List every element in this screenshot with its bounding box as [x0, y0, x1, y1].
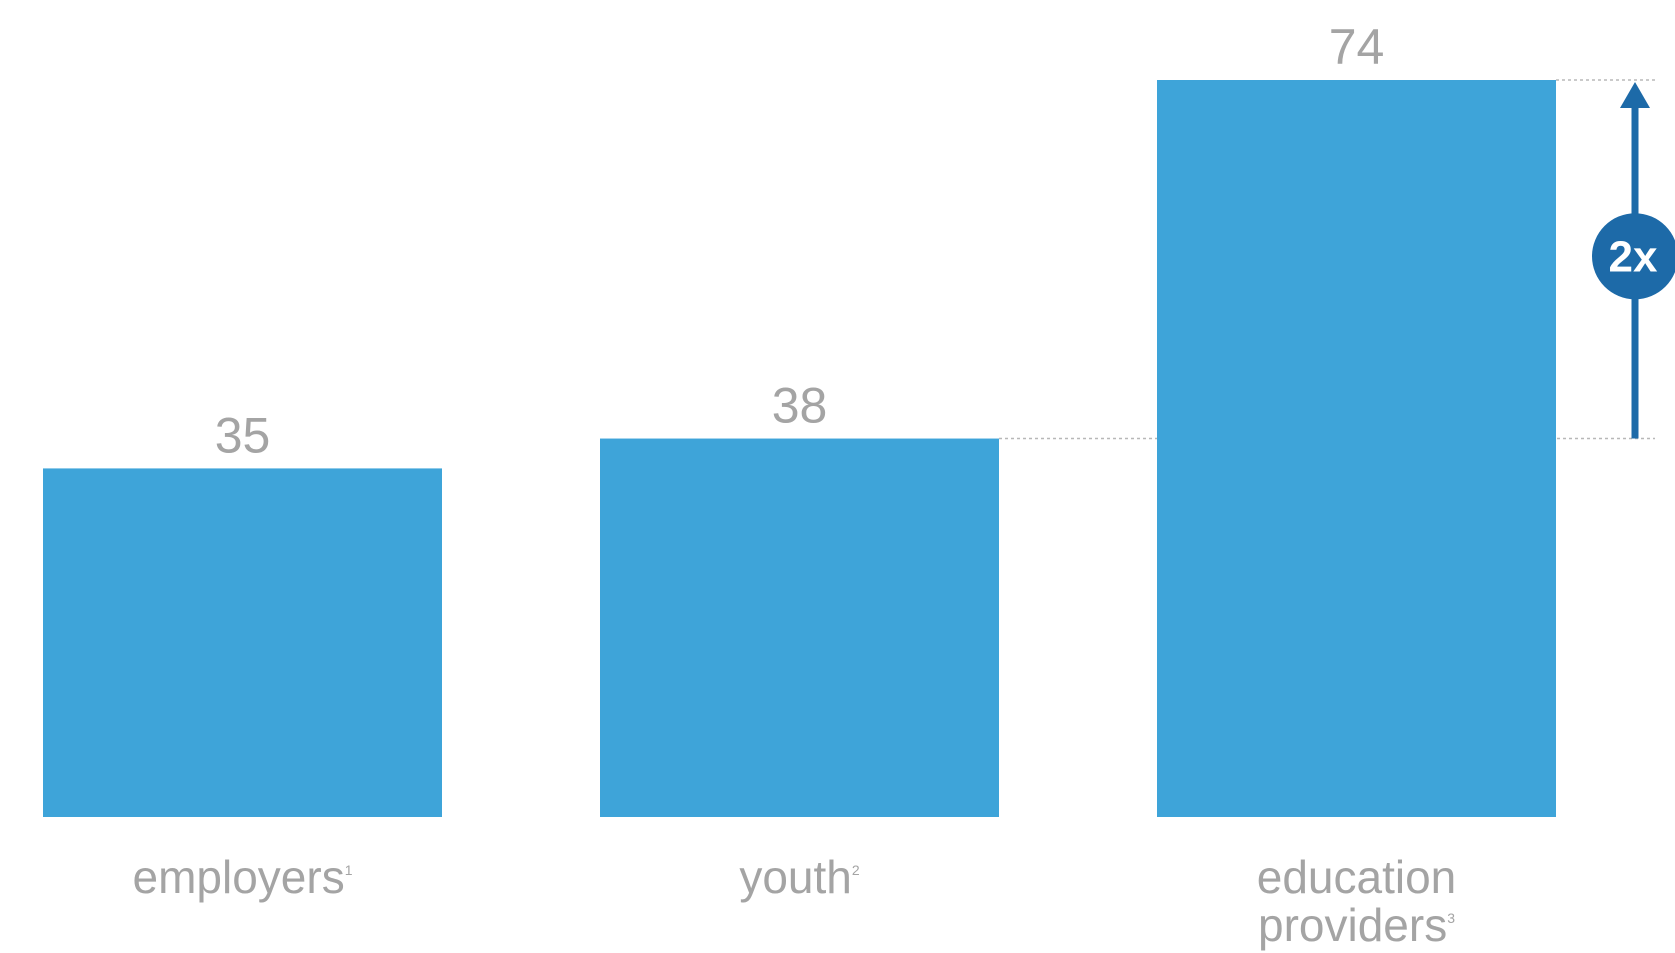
category-label-line: employers: [133, 851, 345, 903]
footnote-marker: 1: [345, 862, 353, 878]
value-label-employers: 35: [215, 407, 271, 463]
value-label-education-providers: 74: [1329, 19, 1385, 75]
footnote-marker: 2: [852, 862, 860, 878]
ratio-badge-label: 2x: [1609, 232, 1658, 281]
bar-employers: [43, 468, 442, 817]
value-labels-group: 35 38 74: [215, 19, 1385, 463]
arrow-up-icon: [1620, 82, 1650, 108]
ratio-badge: [1592, 213, 1675, 300]
category-label-education-providers: education providers3: [1257, 851, 1457, 951]
bar-education-providers: [1157, 80, 1556, 817]
footnote-marker: 3: [1447, 910, 1455, 926]
bars-group: [43, 80, 1556, 817]
category-label-employers: employers1: [133, 851, 353, 903]
category-label-line: providers: [1258, 899, 1447, 951]
bar-youth: [600, 438, 999, 817]
category-label-youth: youth2: [739, 851, 860, 903]
ratio-annotation: 2x: [1592, 82, 1675, 439]
value-label-youth: 38: [772, 378, 828, 434]
category-label-line: youth: [739, 851, 852, 903]
category-labels-group: employers1 youth2 education providers3: [133, 851, 1457, 951]
category-label-line: education: [1257, 851, 1457, 903]
